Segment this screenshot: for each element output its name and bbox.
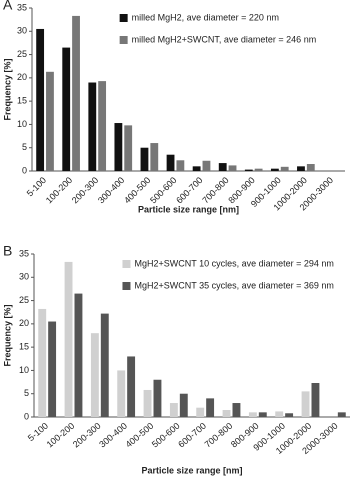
bar bbox=[48, 321, 57, 417]
bar bbox=[74, 293, 83, 417]
bar bbox=[140, 147, 149, 171]
bar bbox=[297, 166, 305, 171]
x-tick-label: 200-300 bbox=[70, 175, 100, 205]
bar bbox=[254, 168, 263, 171]
y-tick-label: 20 bbox=[19, 318, 29, 328]
bar bbox=[90, 333, 99, 417]
bar bbox=[127, 356, 136, 417]
legend-label: MgH2+SWCNT 35 cycles, ave diameter = 369… bbox=[134, 280, 333, 290]
x-axis-title: Particle size range [nm] bbox=[141, 465, 242, 475]
y-tick-label: 25 bbox=[19, 295, 29, 305]
x-tick-label: 5-100 bbox=[25, 175, 48, 198]
legend-label: milled MgH2+SWCNT, ave diameter = 246 nm bbox=[132, 34, 317, 44]
y-axis-title: Frequency [%] bbox=[2, 304, 12, 366]
legend-label: milled MgH2, ave diameter = 220 nm bbox=[132, 12, 279, 22]
bar bbox=[64, 261, 73, 417]
x-tick-label: 100-200 bbox=[45, 421, 77, 450]
x-tick-label: 700-800 bbox=[203, 421, 235, 450]
y-tick-label: 10 bbox=[17, 119, 27, 129]
y-tick-label: 5 bbox=[24, 388, 29, 398]
bar bbox=[62, 47, 71, 172]
bar bbox=[72, 15, 80, 171]
x-tick-label: 300-400 bbox=[97, 421, 129, 450]
bar bbox=[192, 166, 201, 171]
x-tick-label: 500-600 bbox=[150, 421, 182, 450]
y-tick-label: 30 bbox=[17, 26, 27, 36]
bar bbox=[36, 28, 45, 172]
bar bbox=[98, 81, 107, 171]
bar bbox=[218, 163, 227, 171]
bar bbox=[275, 411, 284, 417]
y-tick-label: 10 bbox=[19, 365, 29, 375]
x-tick-label: 600-700 bbox=[174, 175, 204, 205]
bar bbox=[248, 412, 257, 417]
bar bbox=[166, 154, 175, 171]
legend-swatch bbox=[122, 260, 131, 268]
bar bbox=[244, 169, 253, 171]
bar bbox=[280, 166, 289, 171]
y-tick-label: 30 bbox=[19, 272, 29, 282]
y-tick-label: 25 bbox=[17, 49, 27, 59]
y-axis-title: Frequency [%] bbox=[2, 58, 12, 120]
bar bbox=[143, 389, 152, 417]
x-axis-title: Particle size range [nm] bbox=[138, 204, 239, 214]
y-tick-label: 15 bbox=[17, 96, 27, 106]
panel-label: A bbox=[3, 0, 13, 13]
bar bbox=[150, 143, 159, 171]
bar bbox=[117, 370, 126, 417]
bar bbox=[301, 391, 310, 417]
bar bbox=[153, 379, 162, 417]
bar bbox=[222, 410, 231, 417]
x-tick-label: 700-800 bbox=[200, 175, 230, 205]
legend-swatch bbox=[119, 36, 128, 44]
x-tick-label: 500-600 bbox=[148, 175, 178, 205]
y-tick-label: 0 bbox=[24, 411, 29, 421]
y-tick-label: 0 bbox=[22, 165, 27, 175]
bar bbox=[202, 160, 211, 171]
x-tick-label: 600-700 bbox=[176, 421, 208, 450]
legend-swatch bbox=[122, 282, 131, 290]
bar bbox=[258, 412, 267, 417]
legend-swatch bbox=[119, 14, 128, 22]
bar bbox=[100, 313, 109, 417]
bar bbox=[270, 168, 279, 171]
bar bbox=[114, 123, 123, 171]
bar bbox=[337, 412, 346, 417]
y-tick-label: 15 bbox=[19, 342, 29, 352]
bar bbox=[306, 164, 315, 171]
bar bbox=[88, 82, 97, 171]
x-tick-label: 200-300 bbox=[71, 421, 103, 450]
y-tick-label: 35 bbox=[19, 248, 29, 258]
bar bbox=[38, 308, 47, 417]
bar bbox=[179, 393, 188, 417]
bar bbox=[196, 407, 205, 417]
bar bbox=[206, 398, 215, 417]
bar bbox=[176, 160, 185, 171]
bar bbox=[228, 165, 237, 171]
legend-label: MgH2+SWCNT 10 cycles, ave diameter = 294… bbox=[134, 258, 333, 268]
bar bbox=[46, 71, 54, 171]
bar bbox=[311, 383, 320, 417]
x-tick-label: 100-200 bbox=[44, 175, 74, 205]
bar bbox=[169, 403, 178, 417]
y-tick-label: 35 bbox=[17, 2, 27, 12]
x-tick-label: 300-400 bbox=[96, 175, 126, 205]
x-tick-label: 400-500 bbox=[124, 421, 156, 450]
y-tick-label: 5 bbox=[22, 142, 27, 152]
x-tick-label: 400-500 bbox=[122, 175, 152, 205]
panel-label: B bbox=[3, 243, 12, 259]
bar bbox=[124, 125, 133, 171]
y-tick-label: 20 bbox=[17, 72, 27, 82]
bar bbox=[232, 403, 241, 417]
bar bbox=[285, 413, 294, 417]
